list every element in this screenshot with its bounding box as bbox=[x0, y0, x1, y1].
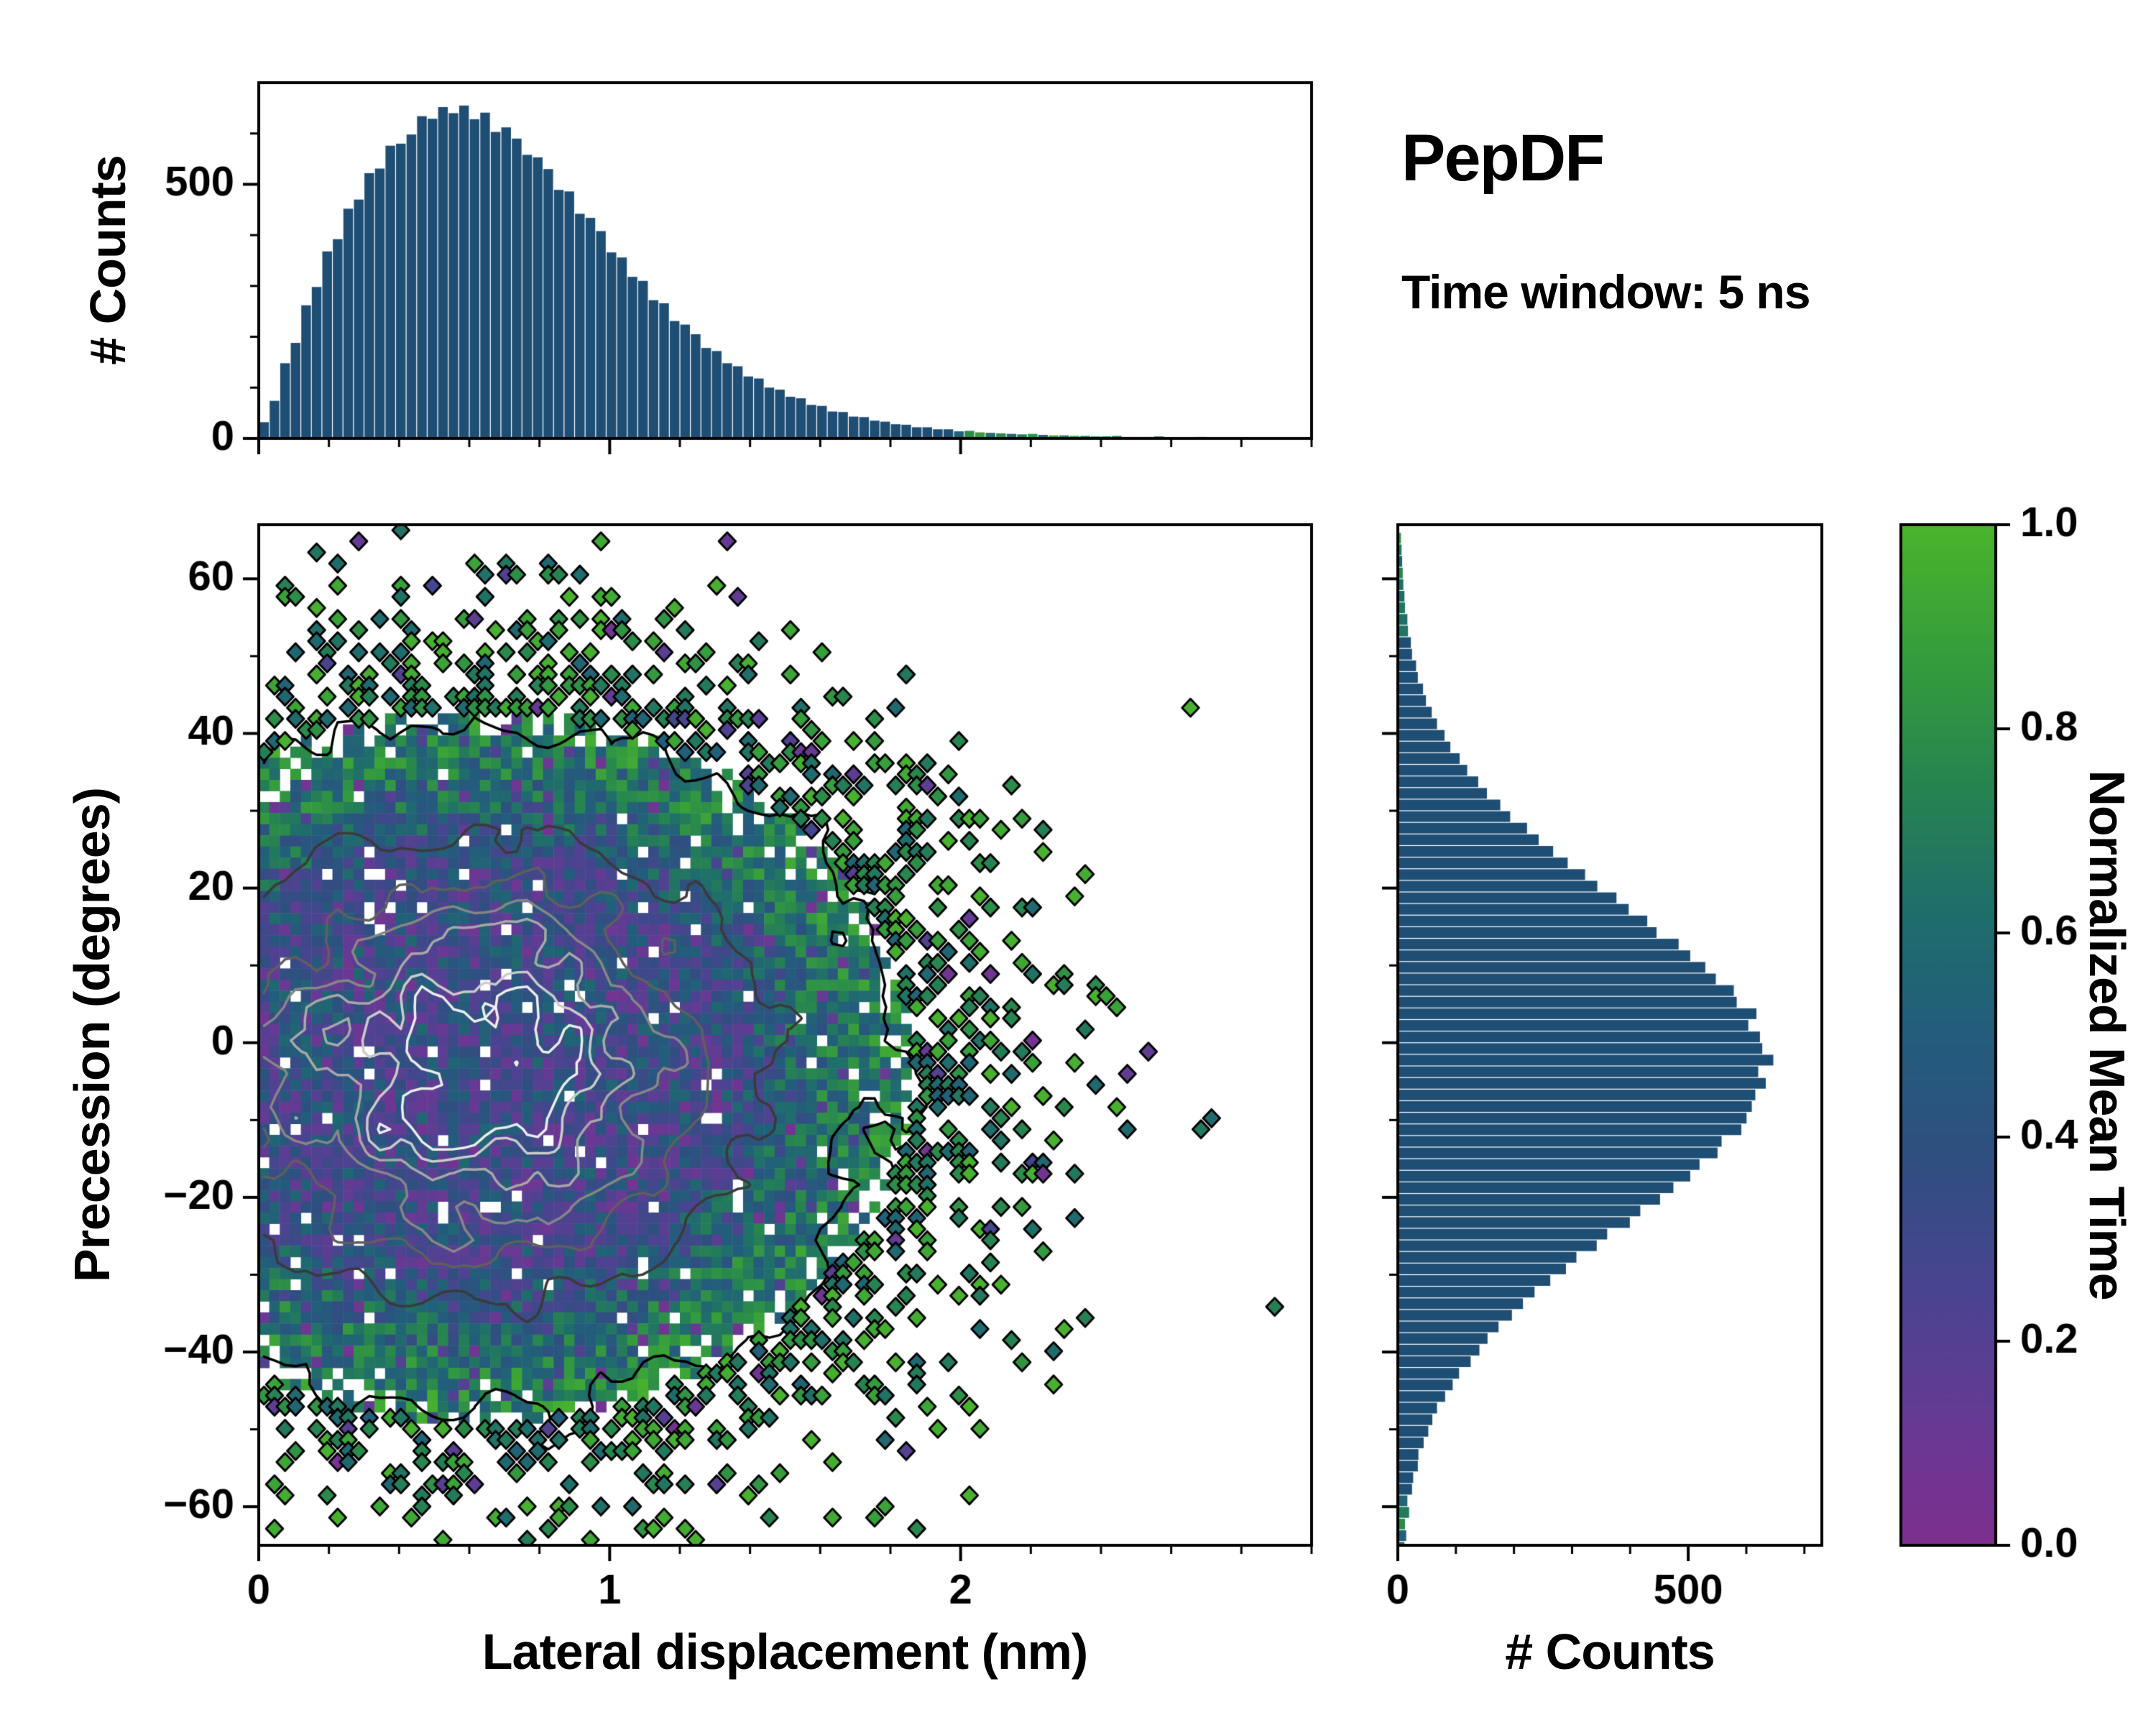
figure-subtitle: Time window: 5 ns bbox=[1401, 265, 1811, 318]
colorbar-label: Normalized Mean Time bbox=[2079, 770, 2135, 1300]
main-ylabel: Precession (degrees) bbox=[64, 787, 120, 1283]
main-xlabel: Lateral displacement (nm) bbox=[482, 1624, 1088, 1680]
figure-title: PepDF bbox=[1401, 121, 1605, 195]
right-hist-xlabel: # Counts bbox=[1505, 1624, 1715, 1680]
top-hist-ylabel: # Counts bbox=[80, 155, 136, 365]
